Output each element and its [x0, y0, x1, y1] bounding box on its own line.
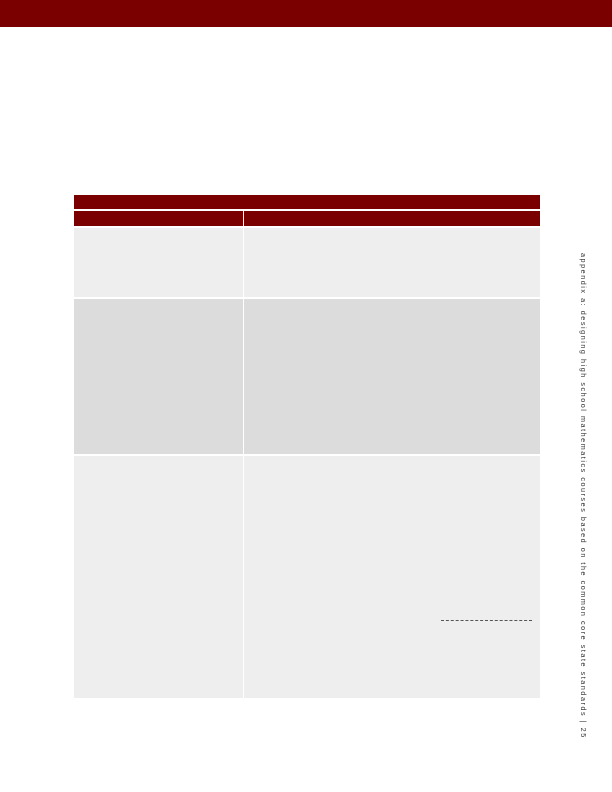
header-band — [0, 0, 612, 27]
header-cell-left — [74, 211, 244, 226]
table-cell-right — [244, 456, 540, 698]
page-caption-text: appendix a: designing high school mathem… — [579, 253, 588, 739]
table-cell-left — [74, 299, 243, 454]
table-cell-right — [244, 299, 540, 454]
table-header-row — [74, 211, 540, 226]
table-title-bar — [74, 195, 540, 209]
table-cell-left — [74, 228, 243, 297]
table-row — [74, 299, 540, 454]
dashed-rule — [441, 620, 532, 621]
table-row — [74, 456, 540, 698]
header-cell-right — [244, 211, 540, 226]
table-cell-right — [244, 228, 540, 297]
table-cell-left — [74, 456, 243, 698]
vertical-page-caption: appendix a: designing high school mathem… — [576, 253, 590, 773]
content-table — [74, 195, 540, 698]
table-row — [74, 228, 540, 297]
